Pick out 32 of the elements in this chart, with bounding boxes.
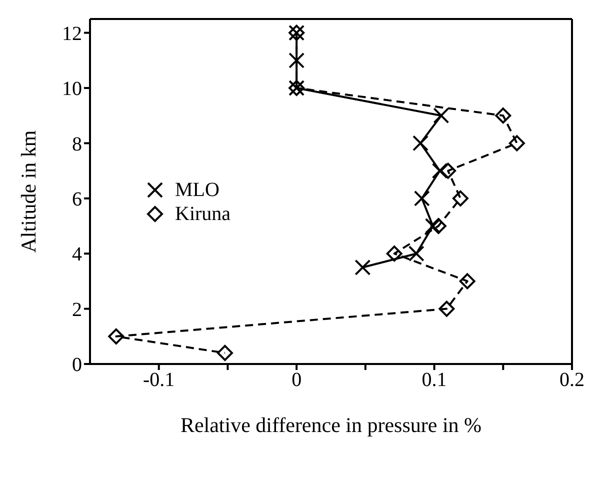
point: [354, 259, 371, 276]
x-tick-label: 0.2: [560, 369, 584, 392]
point: [438, 300, 455, 317]
y-tick-label: 10: [62, 78, 82, 100]
y-tick-label: 4: [72, 244, 82, 266]
point: [386, 246, 402, 262]
point: [433, 108, 450, 124]
point: [440, 162, 456, 179]
y-tick-label: 6: [72, 188, 82, 210]
y-tick-label: 2: [72, 298, 82, 321]
x-tick-label: -0.1: [143, 369, 175, 392]
x-tick-label: 0: [292, 369, 302, 392]
point: [108, 328, 124, 344]
legend-label: MLO: [175, 178, 220, 202]
point: [412, 135, 429, 152]
point: [452, 190, 468, 206]
point: [414, 190, 430, 206]
legend-label: Kiruna: [175, 202, 231, 226]
point: [508, 135, 525, 152]
y-tick-label: 12: [62, 22, 82, 45]
point: [288, 52, 305, 68]
y-tick-label: 8: [72, 133, 82, 156]
y-tick-label: 0: [72, 354, 82, 376]
x-axis-title: Relative difference in pressure in %: [180, 413, 482, 437]
point: [495, 108, 512, 124]
point: [459, 273, 476, 290]
x-tick-label: 0.1: [422, 369, 447, 392]
point: [424, 218, 441, 234]
point: [408, 246, 424, 262]
point: [430, 218, 446, 234]
y-axis-title: Altitude in km: [16, 130, 40, 253]
point: [216, 344, 233, 361]
